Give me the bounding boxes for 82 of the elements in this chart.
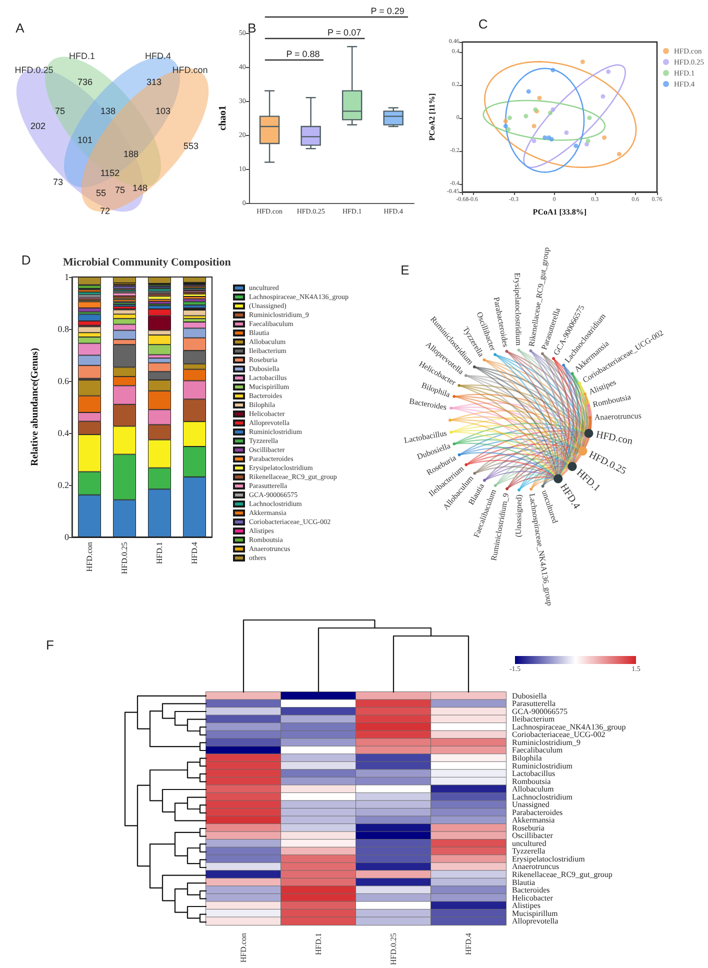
x-tick-label: HFD.4 — [190, 542, 199, 564]
text: 553 — [183, 141, 199, 151]
x-tick-label: HFD.4 — [464, 932, 473, 956]
x-tick-label: HFD.1 — [314, 932, 323, 956]
y-tick-label: 0.2 — [58, 480, 69, 490]
x-tick-label: HFD.con — [239, 932, 248, 963]
y-tick-label: Anaerotruncus — [512, 862, 560, 872]
text: HFD.con — [172, 65, 208, 75]
text: 55 — [96, 188, 106, 198]
y-tick-label: Oscillibacter — [512, 831, 554, 840]
y-tick-label: Ruminiclostridium — [512, 761, 574, 770]
y-tick-label: Ileibacterium — [512, 714, 556, 724]
y-tick-label: Dubosiella — [512, 691, 548, 700]
text: 202 — [30, 121, 46, 131]
y-tick-label: Allobaculum — [512, 784, 555, 794]
chart-title: Microbial Community Composition — [63, 256, 231, 268]
text: 313 — [146, 77, 162, 87]
text: 138 — [100, 106, 116, 116]
y-tick-label: GCA-900066575 — [512, 706, 568, 716]
text: 75 — [54, 106, 66, 116]
y-tick-label: 1 — [64, 272, 69, 282]
text: 73 — [52, 177, 64, 187]
y-tick-label: Tyzzerella — [512, 846, 546, 856]
text: 148 — [132, 183, 148, 193]
x-tick-label: HFD.1 — [155, 542, 164, 564]
x-tick-label: HFD.0.25 — [120, 542, 129, 574]
category-label: Lactobacillus — [403, 428, 448, 445]
text: HFD.0.25 — [14, 65, 54, 75]
category-label: (Unassigned) — [514, 494, 524, 538]
y-tick-label: Ruminiclostridium_9 — [512, 738, 580, 747]
y-tick-label: Akkermansia — [512, 816, 556, 825]
y-tick-label: 0.8 — [58, 324, 70, 334]
y-tick-label: Unassigned — [512, 800, 550, 810]
annotation: P = 0.88 — [286, 49, 320, 59]
y-tick-label: Bilophila — [512, 754, 542, 763]
y-tick-label: 0.6 — [58, 376, 70, 386]
y-tick-label: 0.4 — [58, 428, 70, 438]
text: P = 0.29 — [370, 6, 404, 16]
category-label: HFD.con — [595, 429, 634, 448]
x-tick-label: HFD.0.25 — [389, 932, 398, 966]
y-tick-label: Faecalibaculum — [512, 746, 564, 755]
x-tick-label: HFD.con — [85, 542, 94, 572]
y-tick-label: Lactobacillus — [512, 769, 556, 778]
annotation: P = 0.07 — [327, 28, 362, 38]
text: 736 — [77, 77, 93, 87]
text: 72 — [100, 206, 110, 216]
category-label: Bacteroides — [408, 396, 448, 412]
category-label: Romboutsia — [592, 392, 632, 410]
y-tick-label: Lachnospiraceae_NK4A136_group — [512, 722, 626, 732]
text: HFD.1 — [68, 51, 96, 61]
y-tick-label: Blautia — [512, 878, 536, 887]
y-axis-title: Relative abundance(Genus) — [30, 348, 40, 466]
y-axis-title: chao1 — [218, 106, 228, 130]
y-tick-label: Mucispirillum — [512, 908, 559, 918]
text: A — [16, 20, 25, 36]
text: E — [400, 262, 410, 278]
y-tick-label: Parabacteroides — [512, 808, 563, 817]
y-tick-label: Helicobacter — [512, 893, 554, 902]
text: HFD.4 — [144, 51, 172, 61]
y-tick-label: Coriobacteriaceae_UCG-002 — [512, 730, 606, 740]
text: C — [478, 16, 488, 32]
text: F — [46, 638, 54, 652]
text: 101 — [77, 135, 93, 145]
y-tick-label: Lachnoclostridium — [512, 792, 574, 802]
y-axis-title: PCoA2 [11%] — [428, 93, 436, 141]
text: D — [21, 252, 31, 268]
text: 75 — [114, 185, 126, 195]
y-tick-label: uncultured — [512, 838, 546, 848]
text: 103 — [155, 106, 171, 116]
y-tick-label: 0 — [64, 532, 70, 542]
text: 188 — [123, 149, 139, 159]
y-tick-label: Parasutterella — [512, 699, 556, 708]
y-tick-label: Romboutsia — [512, 776, 552, 786]
y-tick-label: Alloprevotella — [512, 916, 559, 926]
text: 1152 — [100, 168, 120, 178]
y-tick-label: Bacteroides — [512, 886, 550, 895]
y-tick-label: Erysipelatoclostridium — [512, 854, 586, 864]
y-tick-label: Rikenellaceae_RC9_gut_group — [512, 870, 612, 880]
annotation: B — [248, 20, 256, 36]
y-tick-label: Roseburia — [512, 823, 545, 832]
x-axis-title: PCoA1 [33.8%] — [532, 208, 587, 216]
y-tick-label: Alistipes — [512, 901, 540, 910]
